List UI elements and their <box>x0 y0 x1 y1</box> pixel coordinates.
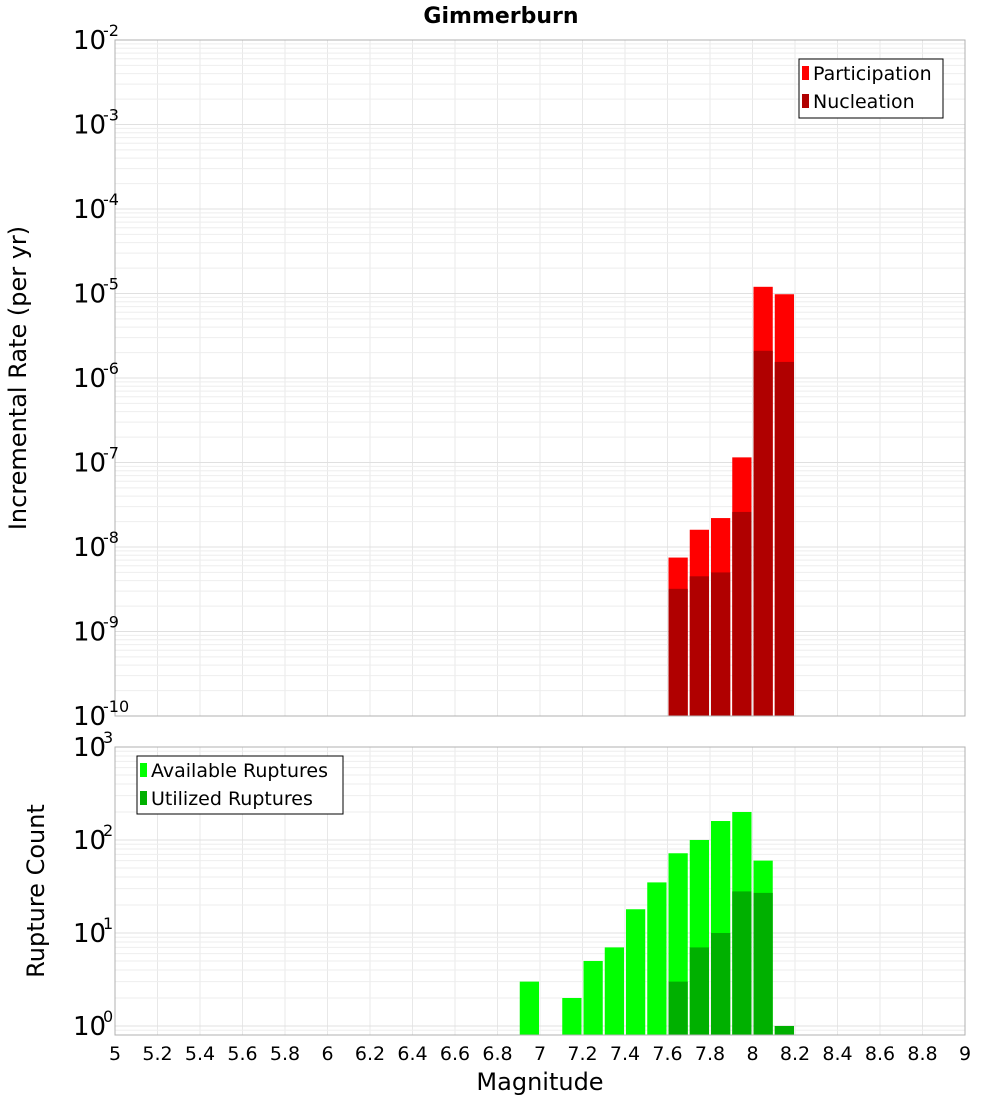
count-plot-border <box>114 746 966 1036</box>
bar-available-ruptures <box>626 909 646 1035</box>
y-tick-exponent: -3 <box>103 106 119 125</box>
rate-legend: Participation Nucleation <box>798 58 944 119</box>
x-tick-label: 5.8 <box>270 1043 300 1065</box>
bar-nucleation <box>732 511 752 716</box>
y-tick-exponent: -4 <box>103 190 119 209</box>
x-tick-label: 8 <box>746 1043 758 1065</box>
x-tick-label: 6 <box>321 1043 333 1065</box>
y-tick-label: 10 <box>73 826 106 856</box>
y-tick-exponent: -10 <box>103 697 129 716</box>
nucleation-legend-swatch <box>802 94 809 108</box>
y-tick-exponent: -2 <box>103 21 119 40</box>
y-tick-exponent: -6 <box>103 359 119 378</box>
x-tick-label: 8.4 <box>822 1043 852 1065</box>
rate-y-axis-label: Incremental Rate (per yr) <box>4 226 32 530</box>
count-legend-box <box>136 755 344 815</box>
y-tick-exponent: -5 <box>103 275 119 294</box>
rate-bars <box>668 286 794 716</box>
nucleation-legend-label: Nucleation <box>813 91 915 113</box>
bar-nucleation <box>774 361 794 716</box>
y-tick-label: 10 <box>73 733 106 763</box>
x-tick-label: 5.4 <box>185 1043 215 1065</box>
bar-utilized-ruptures <box>732 891 752 1035</box>
bar-utilized-ruptures <box>711 932 731 1035</box>
bar-nucleation <box>753 350 773 716</box>
available-legend-swatch <box>140 763 147 777</box>
x-tick-label: 6.4 <box>397 1043 427 1065</box>
bar-utilized-ruptures <box>753 892 773 1035</box>
bar-available-ruptures <box>562 997 582 1035</box>
y-tick-label: 10 <box>73 26 106 56</box>
count-y-axis-label: Rupture Count <box>22 804 50 978</box>
x-tick-label: 6.6 <box>440 1043 470 1065</box>
x-axis-label: Magnitude <box>476 1068 603 1096</box>
x-tick-label: 5 <box>109 1043 121 1065</box>
x-tick-label: 5.2 <box>142 1043 172 1065</box>
y-tick-exponent: 3 <box>103 728 113 747</box>
bar-utilized-ruptures <box>774 1025 794 1035</box>
x-tick-label: 7.2 <box>567 1043 597 1065</box>
y-tick-exponent: 0 <box>103 1007 113 1026</box>
y-tick-label: 10 <box>73 195 106 225</box>
x-tick-label: 6.8 <box>482 1043 512 1065</box>
x-tick-label: 8.2 <box>780 1043 810 1065</box>
y-tick-exponent: -9 <box>103 613 119 632</box>
x-tick-label: 7.4 <box>610 1043 640 1065</box>
bar-nucleation <box>711 572 731 716</box>
x-tick-label: 8.6 <box>865 1043 895 1065</box>
bar-utilized-ruptures <box>668 981 688 1035</box>
x-tick-label: 7 <box>534 1043 546 1065</box>
count-legend: Available Ruptures Utilized Ruptures <box>136 755 344 815</box>
chart-title: Gimmerburn <box>423 4 578 29</box>
utilized-legend-label: Utilized Ruptures <box>151 788 313 810</box>
y-tick-exponent: 2 <box>103 821 113 840</box>
y-tick-label: 10 <box>73 449 106 479</box>
bar-available-ruptures <box>583 960 603 1035</box>
y-tick-label: 10 <box>73 1012 106 1042</box>
x-tick-label: 6.2 <box>355 1043 385 1065</box>
x-tick-label: 7.8 <box>695 1043 725 1065</box>
utilized-legend-swatch <box>140 791 147 805</box>
rate-legend-box <box>798 58 944 119</box>
count-bars <box>519 812 794 1035</box>
y-tick-label: 10 <box>73 364 106 394</box>
available-legend-label: Available Ruptures <box>151 760 328 782</box>
y-tick-label: 10 <box>73 919 106 949</box>
y-tick-label: 10 <box>73 618 106 648</box>
bar-available-ruptures <box>647 882 667 1035</box>
bar-available-ruptures <box>519 981 539 1035</box>
bar-available-ruptures <box>604 947 624 1035</box>
y-tick-label: 10 <box>73 533 106 563</box>
x-tick-label: 9 <box>959 1043 971 1065</box>
bar-nucleation <box>668 588 688 716</box>
rate-plot-border <box>114 39 966 717</box>
y-tick-label: 10 <box>73 111 106 141</box>
y-tick-label: 10 <box>73 702 106 732</box>
bar-nucleation <box>689 576 709 716</box>
x-ticks: 5 5.2 5.4 5.6 5.8 6 6.2 6.4 6.6 6.8 7 7.2 7.4 7.6 7.8 8… <box>109 1043 971 1065</box>
bar-utilized-ruptures <box>689 947 709 1035</box>
y-tick-exponent: -7 <box>103 444 119 463</box>
y-tick-label: 10 <box>73 280 106 310</box>
x-tick-label: 5.6 <box>227 1043 257 1065</box>
x-tick-label: 8.8 <box>907 1043 937 1065</box>
participation-legend-label: Participation <box>813 63 932 85</box>
y-tick-exponent: -8 <box>103 528 119 547</box>
rate-grid <box>114 39 966 717</box>
x-tick-label: 7.6 <box>652 1043 682 1065</box>
participation-legend-swatch <box>802 66 809 80</box>
y-tick-exponent: 1 <box>103 914 113 933</box>
